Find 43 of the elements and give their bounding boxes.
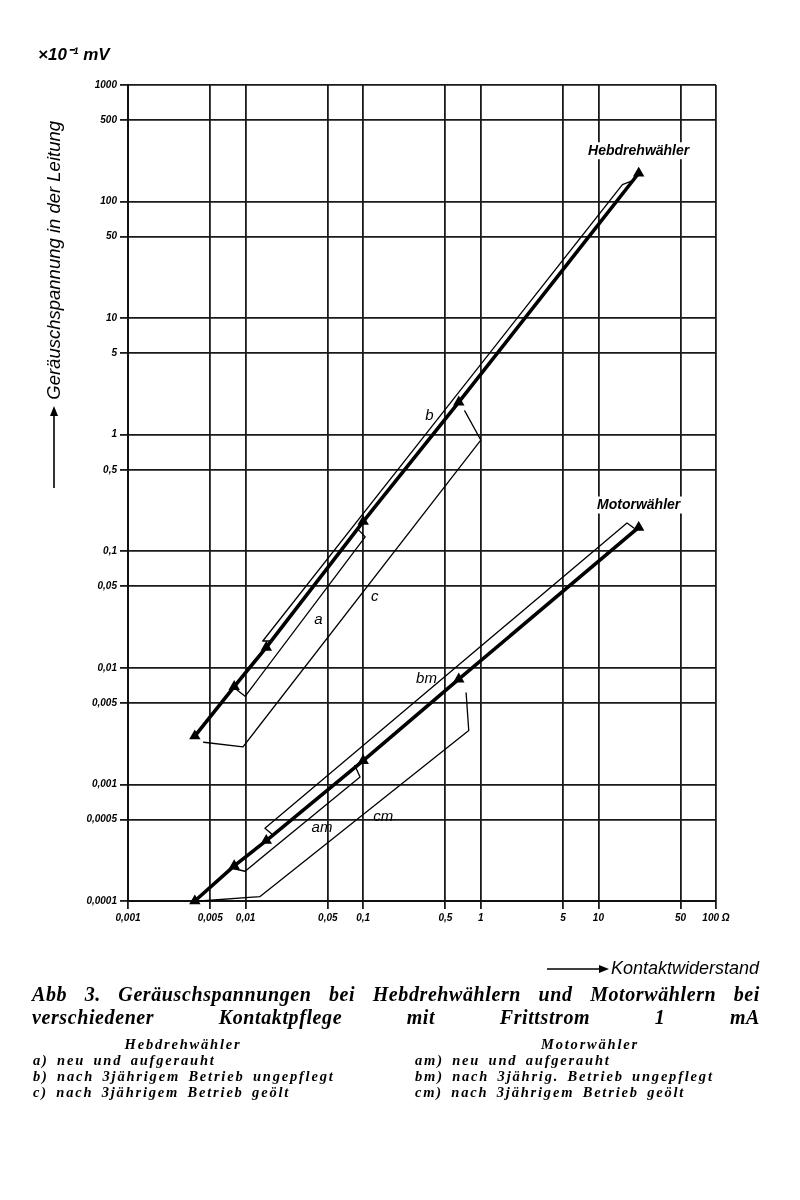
y-axis-title: Geräuschspannung in der Leitung (43, 121, 65, 400)
text: Abb 3. Geräuschspannungen bei Hebdrehwählern und Motorwählern bei verschiedener Kontaktpflege mit Frittstrom 1 mA (32, 983, 760, 1029)
x-tick-label: 0,01 (235, 911, 256, 923)
y-tick-label: 5 (111, 346, 118, 358)
y-tick-label: 1000 (94, 78, 118, 90)
text: a) neu und aufgerauht (33, 1052, 217, 1068)
y-tick-label: 0,5 (103, 463, 118, 475)
x-tick-label: 0,005 (197, 911, 224, 923)
text: Hebdrehwähler (123, 1036, 243, 1052)
text: bm) nach 3jährig. Betrieb ungepflegt (415, 1068, 715, 1084)
x-axis-title: Kontaktwiderstand (610, 958, 759, 979)
y-tick-label: 0,001 (91, 778, 118, 790)
x-tick-label: 100 Ω (702, 911, 730, 923)
x-tick-label: 1 (478, 911, 485, 923)
y-tick-label: 0,0005 (86, 813, 118, 825)
y-tick-label: 0,1 (103, 545, 118, 557)
series-label: a (314, 610, 323, 628)
text: Motorwähler (540, 1036, 640, 1052)
x-tick-label: 10 (592, 911, 605, 923)
text: c) nach 3jährigem Betrieb geölt (33, 1084, 292, 1100)
x-tick-label: 0,5 (438, 911, 453, 923)
y-tick-label: 0,01 (97, 661, 118, 673)
x-tick-label: 0,1 (356, 911, 371, 923)
text: ×10⁻¹ mV (38, 44, 110, 65)
series-label: b (425, 406, 434, 424)
y-tick-label: 10 (105, 311, 118, 323)
y-tick-label: 100 (100, 195, 118, 207)
y-tick-label: 50 (105, 230, 118, 242)
series-label: Motorwähler (597, 496, 682, 513)
y-tick-label: 500 (100, 113, 118, 125)
y-tick-label: 0,005 (91, 696, 118, 708)
series-label: Hebdrehwähler (588, 142, 691, 159)
text: b) nach 3jährigem Betrieb ungepflegt (33, 1068, 335, 1084)
series-label: c (370, 587, 379, 605)
y-tick-label: 1 (111, 428, 118, 440)
x-tick-label: 5 (560, 911, 567, 923)
y-tick-label: 0,05 (97, 580, 118, 592)
y-tick-label: 0,0001 (86, 894, 118, 906)
x-tick-label: 50 (675, 911, 687, 923)
series-label: bm (416, 669, 437, 687)
text: cm) nach 3jährigem Betrieb geölt (415, 1084, 687, 1100)
x-tick-label: 0,05 (318, 911, 338, 923)
text: am) neu und aufgerauht (415, 1052, 612, 1068)
